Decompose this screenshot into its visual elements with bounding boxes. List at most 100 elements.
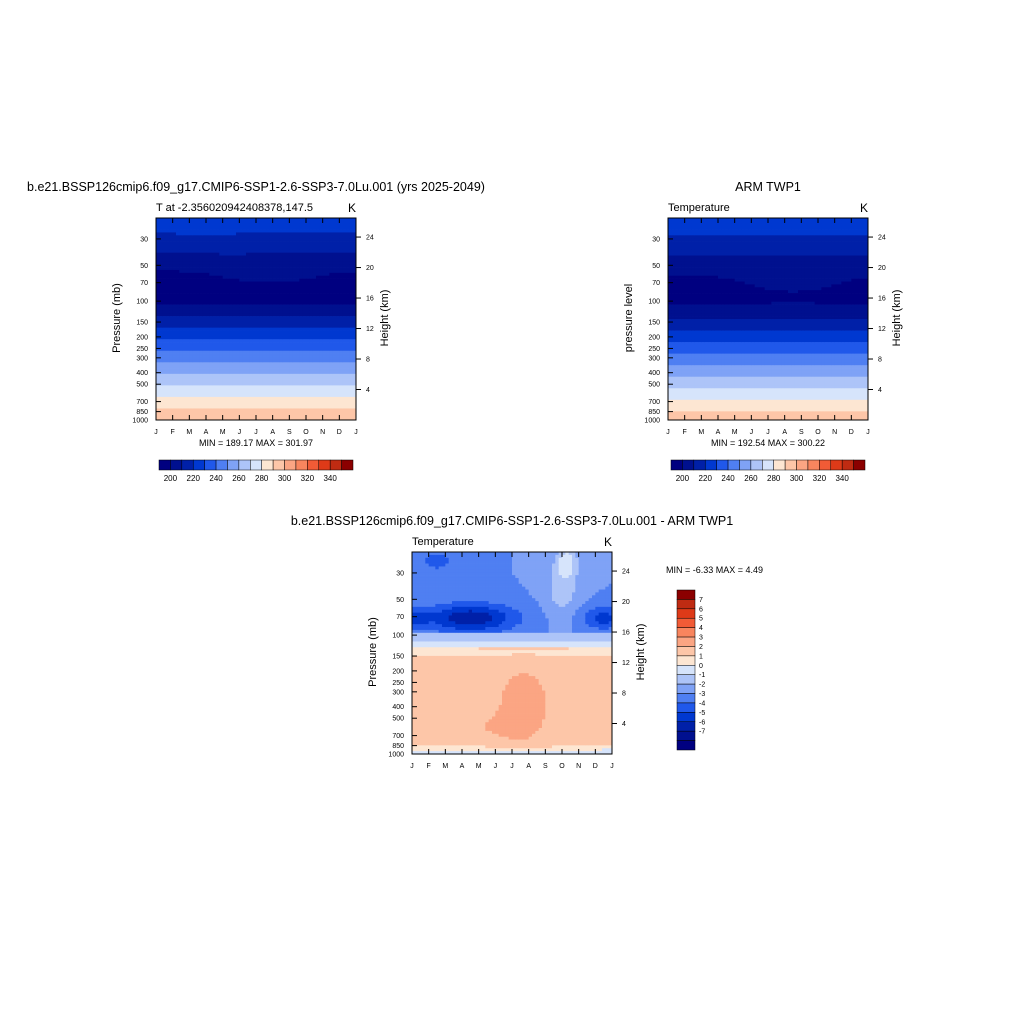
contour-cell: [678, 316, 682, 320]
contour-cell: [309, 310, 314, 314]
contour-cell: [179, 319, 184, 323]
contour-cell: [169, 301, 174, 305]
contour-cell: [339, 243, 344, 248]
contour-cell: [232, 232, 237, 236]
contour-cell: [172, 284, 177, 288]
contour-cell: [316, 313, 320, 317]
contour-cell: [336, 252, 340, 256]
contour-cell: [322, 258, 327, 262]
contour-cell: [674, 278, 679, 282]
contour-cell: [309, 350, 314, 354]
contour-cell: [309, 405, 314, 409]
contour-cell: [322, 376, 327, 380]
contour-cell: [319, 411, 324, 415]
colorbar-box: [238, 459, 251, 471]
contour-cell: [319, 267, 324, 271]
contour-cell: [319, 249, 324, 253]
contour-cell: [176, 238, 180, 242]
contour-cell: [269, 402, 274, 406]
contour-cell: [668, 327, 672, 331]
contour-cell: [216, 324, 220, 329]
contour-cell: [312, 347, 317, 352]
contour-cell: [252, 319, 257, 323]
contour-cell: [196, 293, 200, 297]
contour-cell: [322, 324, 327, 329]
contour-cell: [206, 359, 210, 363]
contour-cell: [339, 261, 344, 265]
contour-cell: [252, 310, 257, 314]
contour-cell: [698, 310, 702, 314]
contour-cell: [309, 342, 314, 346]
contour-cell: [346, 319, 350, 323]
contour-cell: [256, 394, 260, 398]
contour-cell: [232, 396, 237, 401]
contour-cell: [172, 316, 177, 320]
contour-cell: [166, 241, 170, 245]
contour-cell: [166, 365, 170, 369]
contour-cell: [166, 339, 170, 343]
contour-cell: [202, 408, 207, 412]
contour-cell: [222, 388, 227, 392]
contour-cell: [678, 327, 682, 331]
contour-cell: [226, 365, 230, 369]
contour-cell: [199, 350, 204, 354]
contour-cell: [296, 399, 300, 404]
contour-cell: [202, 269, 207, 274]
contour-cell: [299, 321, 304, 326]
contour-cell: [226, 267, 230, 271]
contour-cell: [299, 258, 304, 262]
contour-cell: [342, 307, 347, 311]
contour-cell: [196, 394, 200, 398]
contour-cell: [352, 414, 357, 418]
contour-cell: [186, 290, 190, 294]
contour-cell: [212, 220, 217, 225]
contour-cell: [256, 290, 260, 294]
contour-cell: [252, 370, 257, 375]
contour-cell: [316, 275, 320, 279]
contour-cell: [252, 391, 257, 395]
contour-cell: [212, 365, 217, 369]
contour-cell: [252, 229, 257, 233]
contour-cell: [252, 264, 257, 268]
contour-cell: [159, 399, 164, 404]
contour-cell: [212, 356, 217, 360]
contour-cell: [352, 310, 357, 314]
contour-cell: [176, 321, 180, 326]
contour-cell: [232, 246, 237, 251]
contour-cell: [239, 220, 244, 225]
contour-cell: [276, 399, 280, 404]
contour-cell: [312, 399, 317, 404]
contour-cell: [342, 396, 347, 401]
contour-cell: [329, 342, 334, 346]
contour-cell: [272, 321, 277, 326]
contour-cell: [326, 301, 330, 305]
contour-cell: [269, 376, 274, 380]
contour-cell: [346, 368, 350, 372]
contour-cell: [156, 388, 160, 392]
contour-cell: [299, 241, 304, 245]
contour-cell: [252, 417, 257, 421]
contour-cell: [286, 339, 290, 343]
contour-cell: [192, 336, 197, 340]
contour-cell: [169, 379, 174, 383]
contour-cell: [182, 330, 187, 334]
contour-cell: [269, 293, 274, 297]
contour-cell: [236, 272, 240, 277]
contour-cell: [206, 267, 210, 271]
contour-cell: [176, 255, 180, 259]
contour-cell: [232, 287, 237, 291]
contour-cell: [684, 356, 689, 360]
contour-cell: [229, 362, 234, 366]
contour-cell: [266, 235, 270, 239]
contour-cell: [688, 316, 692, 320]
contour-cell: [342, 278, 347, 282]
contour-cell: [326, 396, 330, 401]
contour-cell: [236, 339, 240, 343]
contour-cell: [242, 275, 247, 279]
contour-cell: [246, 298, 250, 303]
contour-cell: [249, 301, 254, 305]
model-temperature-panel: b.e21.BSSP126cmip6.f09_g17.CMIP6-SSP1-2.…: [27, 180, 485, 483]
contour-cell: [269, 388, 274, 392]
contour-cell: [691, 396, 696, 401]
contour-cell: [182, 295, 187, 300]
